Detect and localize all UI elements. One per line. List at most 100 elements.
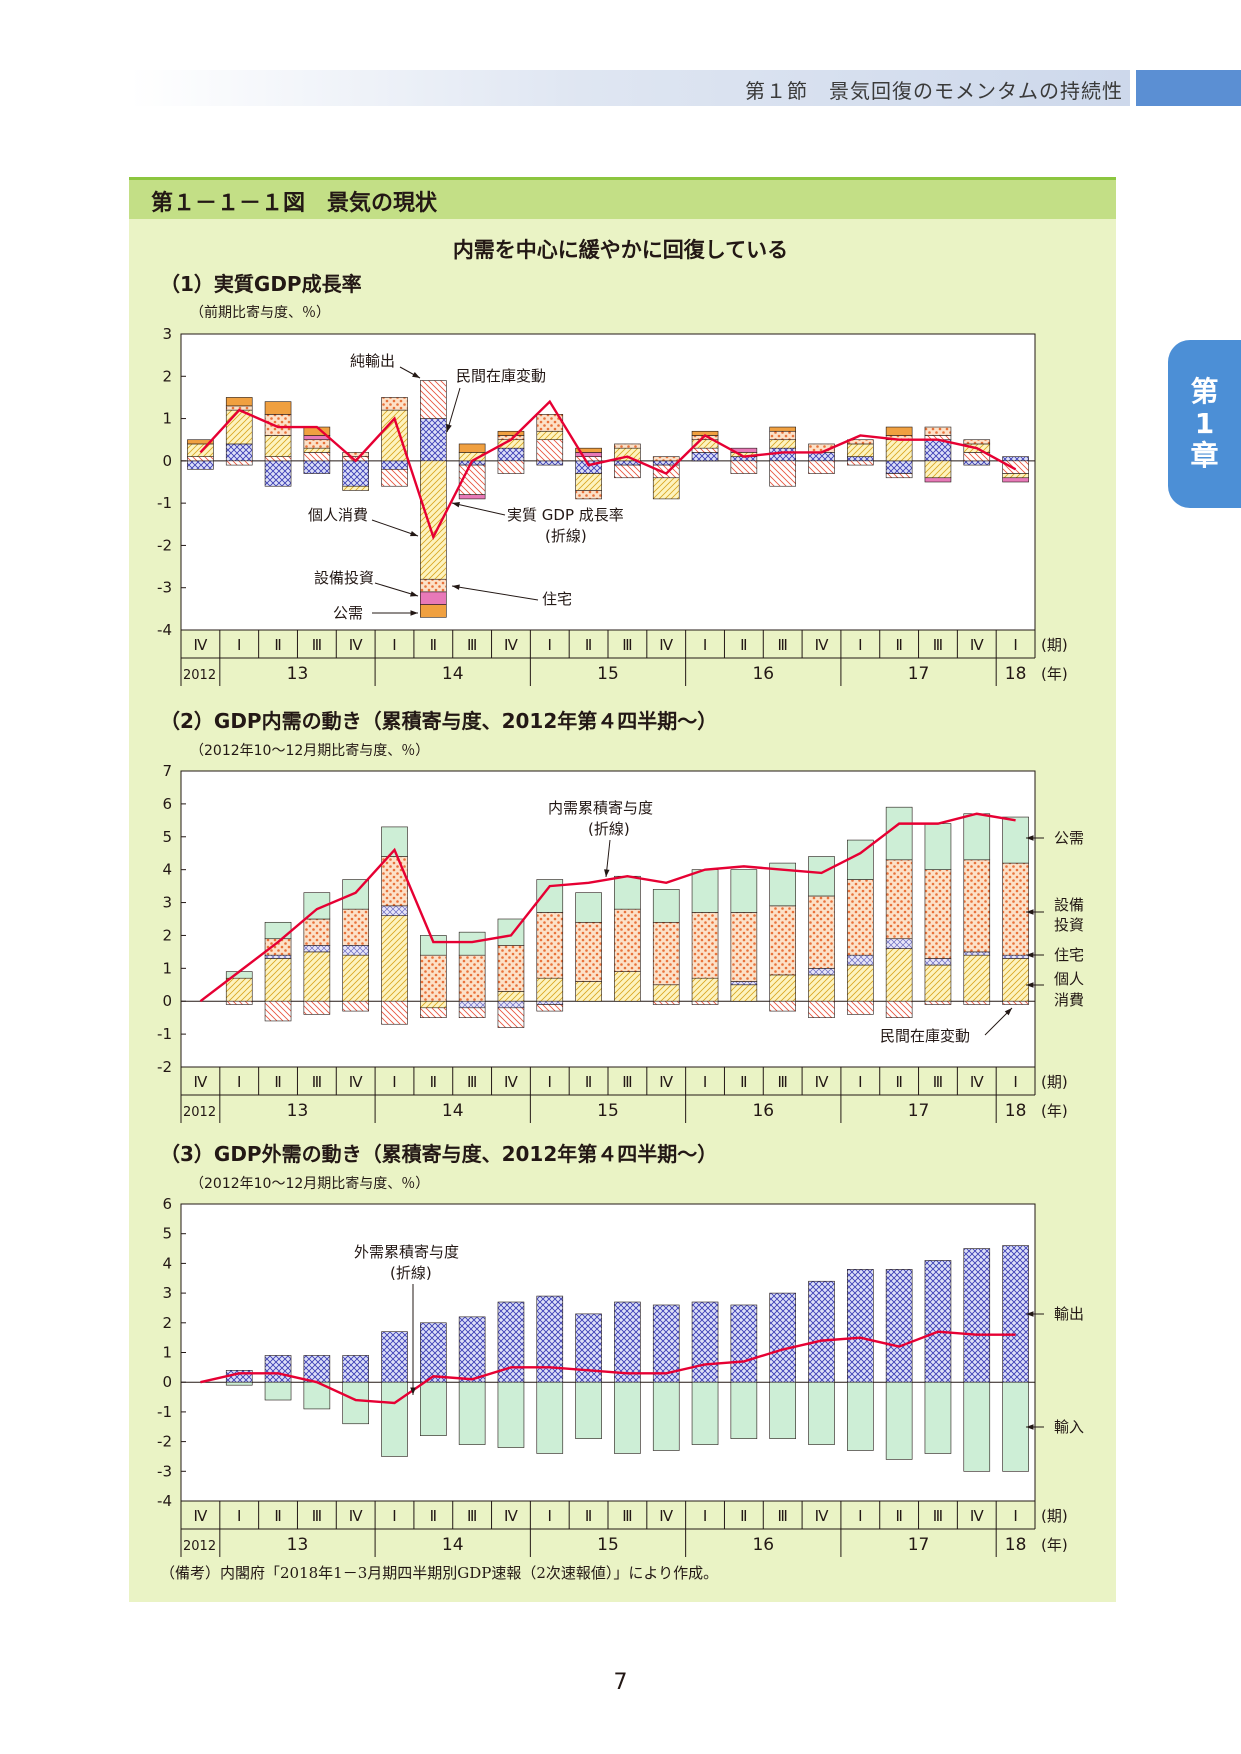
consumption-bar: [614, 971, 641, 1002]
capex-bar: [575, 921, 602, 982]
inventory-bar: [536, 439, 564, 462]
net-exports-bar: [420, 418, 447, 462]
quarter-label: Ⅰ: [703, 1073, 707, 1091]
consumption-bar: [847, 443, 874, 457]
y-tick-label: 1: [162, 959, 172, 977]
annotation-inventory-arrow-head: [1004, 1008, 1012, 1016]
capex-bar: [303, 918, 331, 946]
inventory-bar: [303, 1000, 331, 1015]
capex-bar: [497, 945, 525, 992]
annotation-consumption: 個人消費: [308, 506, 368, 524]
quarter-label: Ⅲ: [467, 1073, 477, 1091]
inventory-bar: [225, 460, 253, 466]
section-header: 第１節 景気回復のモメンタムの持続性: [745, 79, 1123, 103]
year-unit-label: (年): [1041, 665, 1068, 683]
quarter-label: Ⅳ: [349, 1073, 363, 1091]
chart3-title: （3）GDP外需の動き（累積寄与度、2012年第４四半期～）: [160, 1142, 718, 1166]
public-bar: [264, 401, 292, 415]
inventory-bar: [963, 1000, 991, 1005]
y-tick-label: 2: [162, 926, 172, 944]
annotation-capex: 投資: [1054, 916, 1084, 934]
quarter-label: Ⅰ: [548, 636, 552, 654]
inventory-bar: [264, 456, 292, 462]
annotation-public: 公需: [1054, 829, 1084, 847]
quarter-label: Ⅳ: [659, 636, 673, 654]
y-tick-label: 1: [162, 1344, 172, 1362]
net-exports-bar: [963, 460, 991, 466]
annotation-housing-arrow-head: [452, 584, 460, 590]
inventory-bar: [420, 1007, 447, 1018]
quarter-label: Ⅰ: [1013, 1073, 1017, 1091]
external-demand-line: [200, 1330, 1016, 1405]
housing-bar: [381, 905, 408, 917]
housing-bar: [458, 494, 486, 500]
net-exports-bar: [808, 452, 835, 462]
capex-bar: [924, 869, 952, 959]
y-tick-label: 2: [162, 367, 172, 385]
exports-bar: [303, 1355, 331, 1383]
capex-bar: [381, 397, 408, 411]
annotation-line-label: (折線): [545, 527, 587, 545]
public-bar: [924, 823, 952, 870]
year-unit-label: (年): [1041, 1102, 1068, 1120]
quarter-label: Ⅳ: [970, 636, 984, 654]
annotation-line-arrow-head: [410, 1387, 416, 1395]
consumption-bar: [885, 439, 913, 462]
imports-bar: [847, 1381, 874, 1451]
net-exports-bar: [1002, 456, 1029, 462]
year-label: 17: [908, 1535, 930, 1555]
housing-bar: [808, 968, 835, 976]
net-exports-bar: [342, 460, 369, 487]
header-band: [130, 70, 1130, 106]
consumption-bar: [924, 964, 952, 1002]
net-exports-bar: [381, 460, 408, 470]
capex-bar: [458, 954, 486, 1002]
consumption-bar: [769, 439, 796, 449]
annotation-housing-arrow: [451, 585, 539, 601]
chapter-tab[interactable]: 第 1 章: [1168, 340, 1241, 508]
consumption-bar: [381, 915, 408, 1002]
year-label: 15: [597, 664, 619, 684]
net-exports-bar: [536, 460, 564, 466]
quarter-label: Ⅱ: [895, 1073, 902, 1091]
chart2-unit: （2012年10～12月期比寄与度、％）: [190, 743, 430, 759]
imports-bar: [575, 1381, 602, 1439]
period-unit-label: (期): [1041, 1507, 1068, 1525]
capex-bar: [1002, 862, 1029, 956]
y-tick-label: -2: [157, 1058, 172, 1076]
inventory-bar: [303, 452, 331, 462]
inventory-bar: [924, 1000, 952, 1005]
y-tick-label: 6: [162, 795, 172, 813]
annotation-consumption: 消費: [1054, 991, 1084, 1009]
consumption-bar: [264, 435, 292, 457]
annotation-consumption-arrow: [371, 519, 419, 537]
capex-bar: [963, 859, 991, 953]
y-tick-label: 6: [162, 1195, 172, 1213]
quarter-label: Ⅱ: [585, 1073, 592, 1091]
annotation-capex: 設備投資: [314, 569, 374, 587]
exports-bar: [808, 1280, 835, 1383]
imports-bar: [420, 1381, 447, 1436]
quarter-label: Ⅲ: [312, 636, 322, 654]
domestic-demand-chart: 7 6 5 4 3 2 1 0 -1 -2 Ⅳ Ⅰ Ⅱ Ⅲ Ⅳ Ⅰ Ⅱ Ⅲ Ⅳ Ⅰ Ⅱ Ⅲ Ⅳ Ⅰ Ⅱ Ⅲ Ⅳ Ⅰ Ⅱ Ⅲ Ⅳ Ⅰ 2012 13…: [157, 762, 1084, 1123]
year-label: 16: [752, 1101, 774, 1121]
consumption-bar: [847, 964, 874, 1002]
inventory-bar: [808, 1000, 835, 1018]
inventory-bar: [730, 460, 758, 474]
quarter-label: Ⅲ: [467, 1507, 477, 1525]
imports-bar: [885, 1381, 913, 1460]
public-bar: [420, 604, 447, 618]
public-bar: [264, 921, 292, 940]
consumption-bar: [652, 477, 680, 500]
public-bar: [730, 869, 758, 913]
consumption-bar: [885, 948, 913, 1002]
quarter-label: Ⅰ: [703, 636, 707, 654]
quarter-label: Ⅲ: [622, 1073, 632, 1091]
quarter-label: Ⅲ: [933, 636, 943, 654]
housing-bar: [497, 1000, 525, 1009]
exports-bar: [769, 1292, 796, 1383]
gdp-growth-chart: 3 2 1 0 -1 -2 -3 -4 Ⅳ Ⅰ Ⅱ Ⅲ Ⅳ Ⅰ Ⅱ Ⅲ Ⅳ Ⅰ Ⅱ Ⅲ Ⅳ Ⅰ Ⅱ Ⅲ Ⅳ Ⅰ Ⅱ Ⅲ Ⅳ Ⅰ 2012 13…: [157, 325, 1068, 686]
inventory-bar: [575, 456, 602, 462]
domestic-demand-line: [199, 812, 1016, 1003]
annotation-imports: 輸入: [1054, 1418, 1084, 1436]
